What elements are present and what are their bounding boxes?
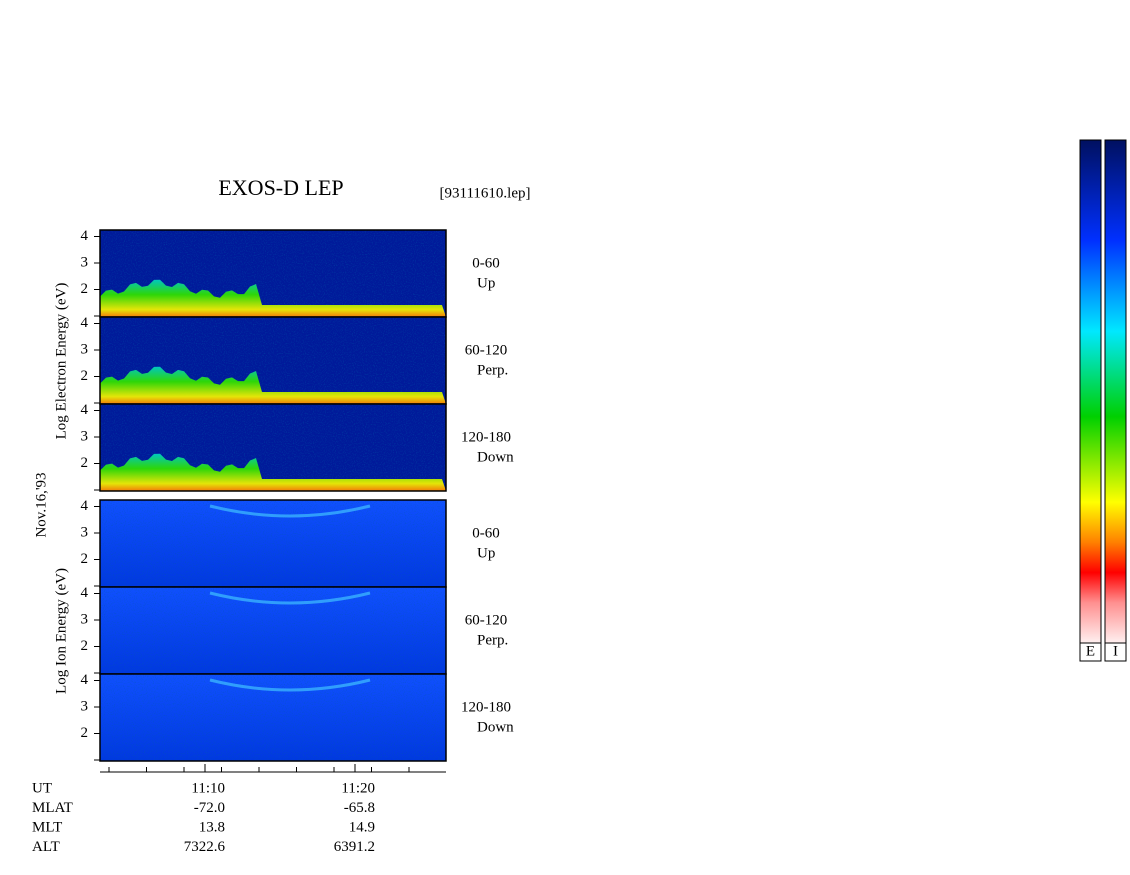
orbit-label: UT bbox=[32, 780, 52, 796]
panels: 2 3 4 0-60 Up 2 3 4 60-120 Perp. 2 3 4 120-180 Down 2 3 4… bbox=[81, 228, 514, 762]
spectrogram-arc bbox=[209, 678, 371, 692]
pitch-range: 60-120 bbox=[465, 342, 508, 358]
y-tick-label: 2 bbox=[81, 368, 89, 384]
y-tick-label: 4 bbox=[81, 672, 89, 688]
direction: Down bbox=[477, 719, 514, 735]
y-tick-label: 4 bbox=[81, 585, 89, 601]
y-tick-label: 2 bbox=[81, 638, 89, 654]
direction: Down bbox=[477, 449, 514, 465]
pitch-range: 60-120 bbox=[465, 612, 508, 628]
pitch-range: 0-60 bbox=[472, 255, 500, 271]
date: Nov.16,'93 bbox=[33, 472, 49, 537]
y-tick-label: 3 bbox=[81, 698, 89, 714]
spectrogram-noise bbox=[100, 500, 446, 587]
colorbar-label: I bbox=[1113, 643, 1118, 659]
file-name: [93111610.lep] bbox=[440, 185, 531, 201]
y-tick-label: 3 bbox=[81, 428, 89, 444]
orbit-table: UT 11:10 11:20 MLAT -72.0 -65.8 MLT 13.8 14.9 ALT… bbox=[32, 780, 375, 855]
spectrogram-noise bbox=[100, 587, 446, 674]
orbit-label: MLT bbox=[32, 819, 62, 835]
y-tick-label: 4 bbox=[81, 498, 89, 514]
pitch-range: 120-180 bbox=[461, 699, 511, 715]
y-tick-label: 3 bbox=[81, 524, 89, 540]
orbit-label: MLAT bbox=[32, 800, 73, 816]
title: EXOS-D LEP bbox=[218, 175, 343, 200]
direction: Perp. bbox=[477, 632, 508, 648]
y-tick-label: 2 bbox=[81, 725, 89, 741]
ion-y-label: Log Ion Energy (eV) bbox=[53, 568, 69, 694]
spectrogram-band bbox=[100, 279, 446, 317]
y-tick-label: 2 bbox=[81, 455, 89, 471]
spectrogram-band bbox=[100, 453, 446, 491]
time-axis bbox=[100, 764, 446, 773]
orbit-value: -72.0 bbox=[194, 800, 225, 816]
orbit-value: 6391.2 bbox=[334, 839, 375, 855]
direction: Perp. bbox=[477, 362, 508, 378]
colorbar-label-box bbox=[1104, 642, 1127, 662]
orbit-value: 7322.6 bbox=[184, 839, 226, 855]
orbit-value: 11:10 bbox=[191, 780, 225, 796]
spectrogram-arc bbox=[209, 504, 371, 518]
orbit-value: 11:20 bbox=[341, 780, 375, 796]
colorbar-label-box bbox=[1079, 642, 1102, 662]
y-tick-label: 3 bbox=[81, 341, 89, 357]
direction: Up bbox=[477, 275, 495, 291]
orbit-value: -65.8 bbox=[344, 800, 375, 816]
colorbar bbox=[1104, 139, 1127, 644]
orbit-value: 13.8 bbox=[199, 819, 225, 835]
y-tick-label: 2 bbox=[81, 281, 89, 297]
orbit-label: ALT bbox=[32, 839, 60, 855]
spectrogram-arc bbox=[209, 591, 371, 605]
y-tick-label: 4 bbox=[81, 228, 89, 244]
colorbar-label: E bbox=[1086, 643, 1095, 659]
y-tick-label: 4 bbox=[81, 315, 89, 331]
electron-y-label: Log Electron Energy (eV) bbox=[53, 283, 69, 440]
pitch-range: 0-60 bbox=[472, 525, 500, 541]
spectrogram-band bbox=[100, 366, 446, 404]
spectrogram-noise bbox=[100, 674, 446, 761]
pitch-range: 120-180 bbox=[461, 429, 511, 445]
direction: Up bbox=[477, 545, 495, 561]
colorbar bbox=[1079, 139, 1102, 644]
y-tick-label: 4 bbox=[81, 402, 89, 418]
y-tick-label: 3 bbox=[81, 254, 89, 270]
y-tick-label: 2 bbox=[81, 551, 89, 567]
y-tick-label: 3 bbox=[81, 611, 89, 627]
panel-frame bbox=[99, 403, 447, 492]
orbit-value: 14.9 bbox=[349, 819, 375, 835]
panel-frame bbox=[99, 673, 447, 762]
